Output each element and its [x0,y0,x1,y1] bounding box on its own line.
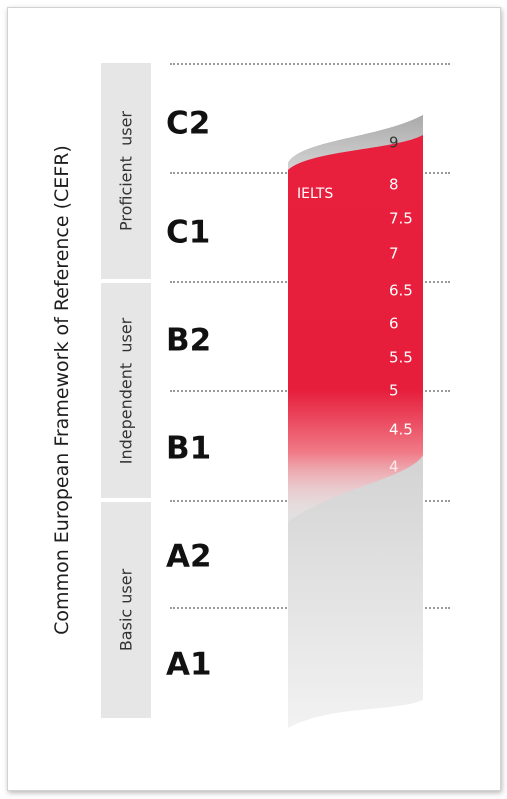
ielts-score-7-5: 7.5 [389,209,413,228]
level-c2: C2 [166,105,211,142]
ielts-score-6: 6 [389,314,399,333]
ielts-label: IELTS [297,186,334,202]
ielts-score-4-5: 4.5 [389,420,413,439]
level-a2: A2 [166,538,212,575]
level-b2: B2 [166,322,212,359]
divider-top [170,63,450,65]
band-basic-user: Basic user [101,502,151,718]
ielts-red-region [288,135,423,522]
ielts-score-6-5: 6.5 [389,281,413,300]
band-independent-user: Independent user [101,283,151,498]
ielts-score-5-5: 5.5 [389,348,413,367]
level-a1: A1 [166,646,212,683]
band-proficient-user: Proficient user [101,63,151,279]
ielts-score-7: 7 [389,244,399,263]
grey-band-top [288,115,423,170]
level-c1: C1 [166,214,211,251]
ielts-score-9: 9 [389,133,399,152]
ielts-score-5: 5 [389,381,399,400]
level-b1: B1 [166,430,212,467]
ielts-score-8: 8 [389,175,399,194]
ielts-score-4: 4 [389,457,399,476]
